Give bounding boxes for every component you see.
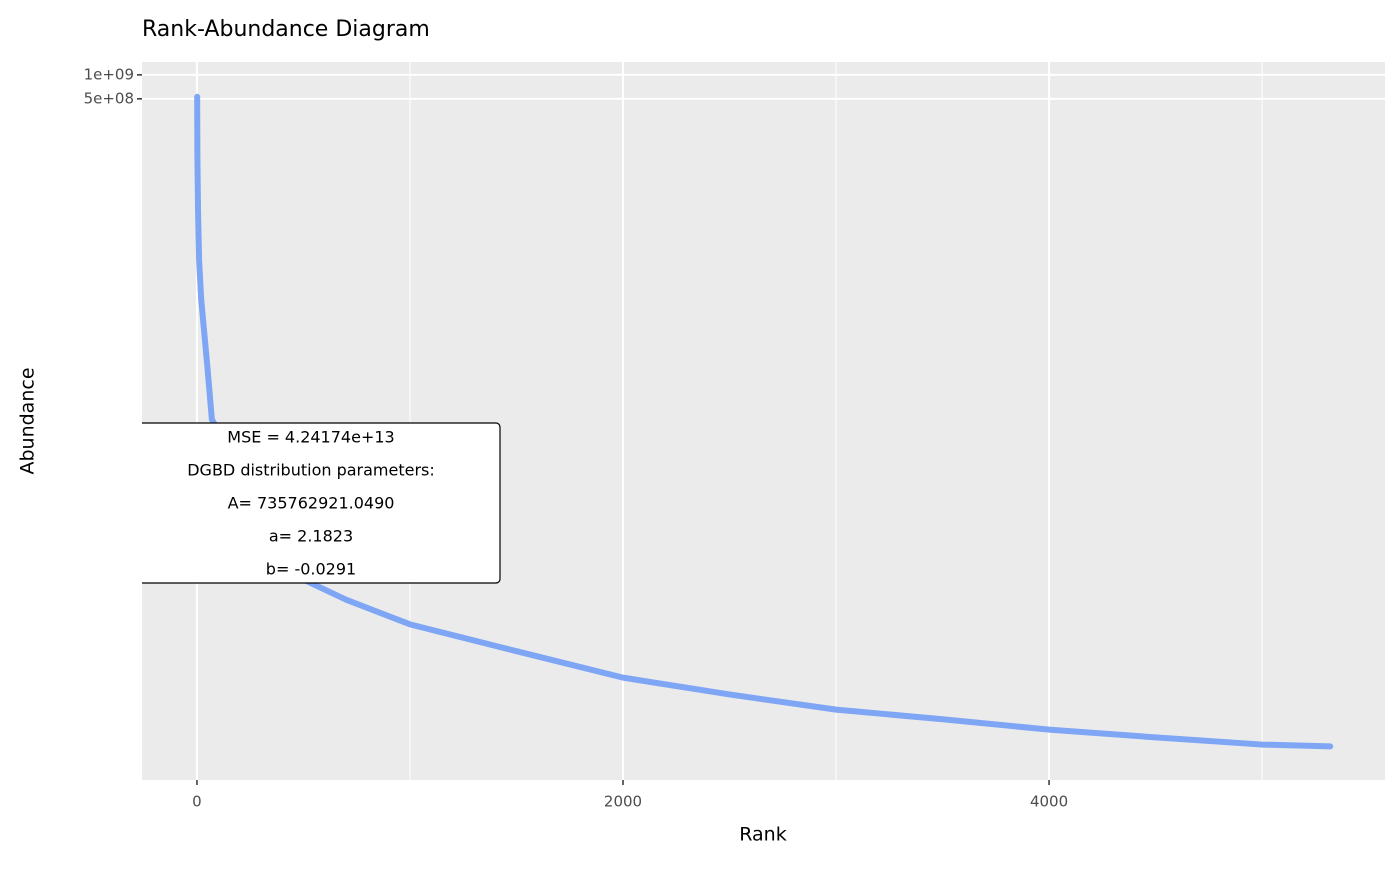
annotation-box <box>142 422 501 584</box>
x-tick-label: 2000 <box>604 793 642 811</box>
x-tick-label: 4000 <box>1030 793 1068 811</box>
annotation-text: MSE = 4.24174e+13 <box>227 428 394 447</box>
annotation-text: a= 2.1823 <box>269 527 353 546</box>
y-tick-label: 5e+08 <box>84 89 134 107</box>
y-tick-label: 1e+09 <box>84 65 134 83</box>
annotation-text: DGBD distribution parameters: <box>187 461 435 480</box>
x-tick-label: 0 <box>192 793 202 811</box>
annotation-text: A= 735762921.0490 <box>228 494 395 513</box>
chart-title: Rank-Abundance Diagram <box>142 17 430 42</box>
series-line <box>194 93 1334 750</box>
annotation-text: b= -0.0291 <box>266 560 356 579</box>
x-axis-title: Rank <box>739 824 786 846</box>
y-axis-title: Abundance <box>17 367 39 474</box>
panel <box>142 62 1385 780</box>
